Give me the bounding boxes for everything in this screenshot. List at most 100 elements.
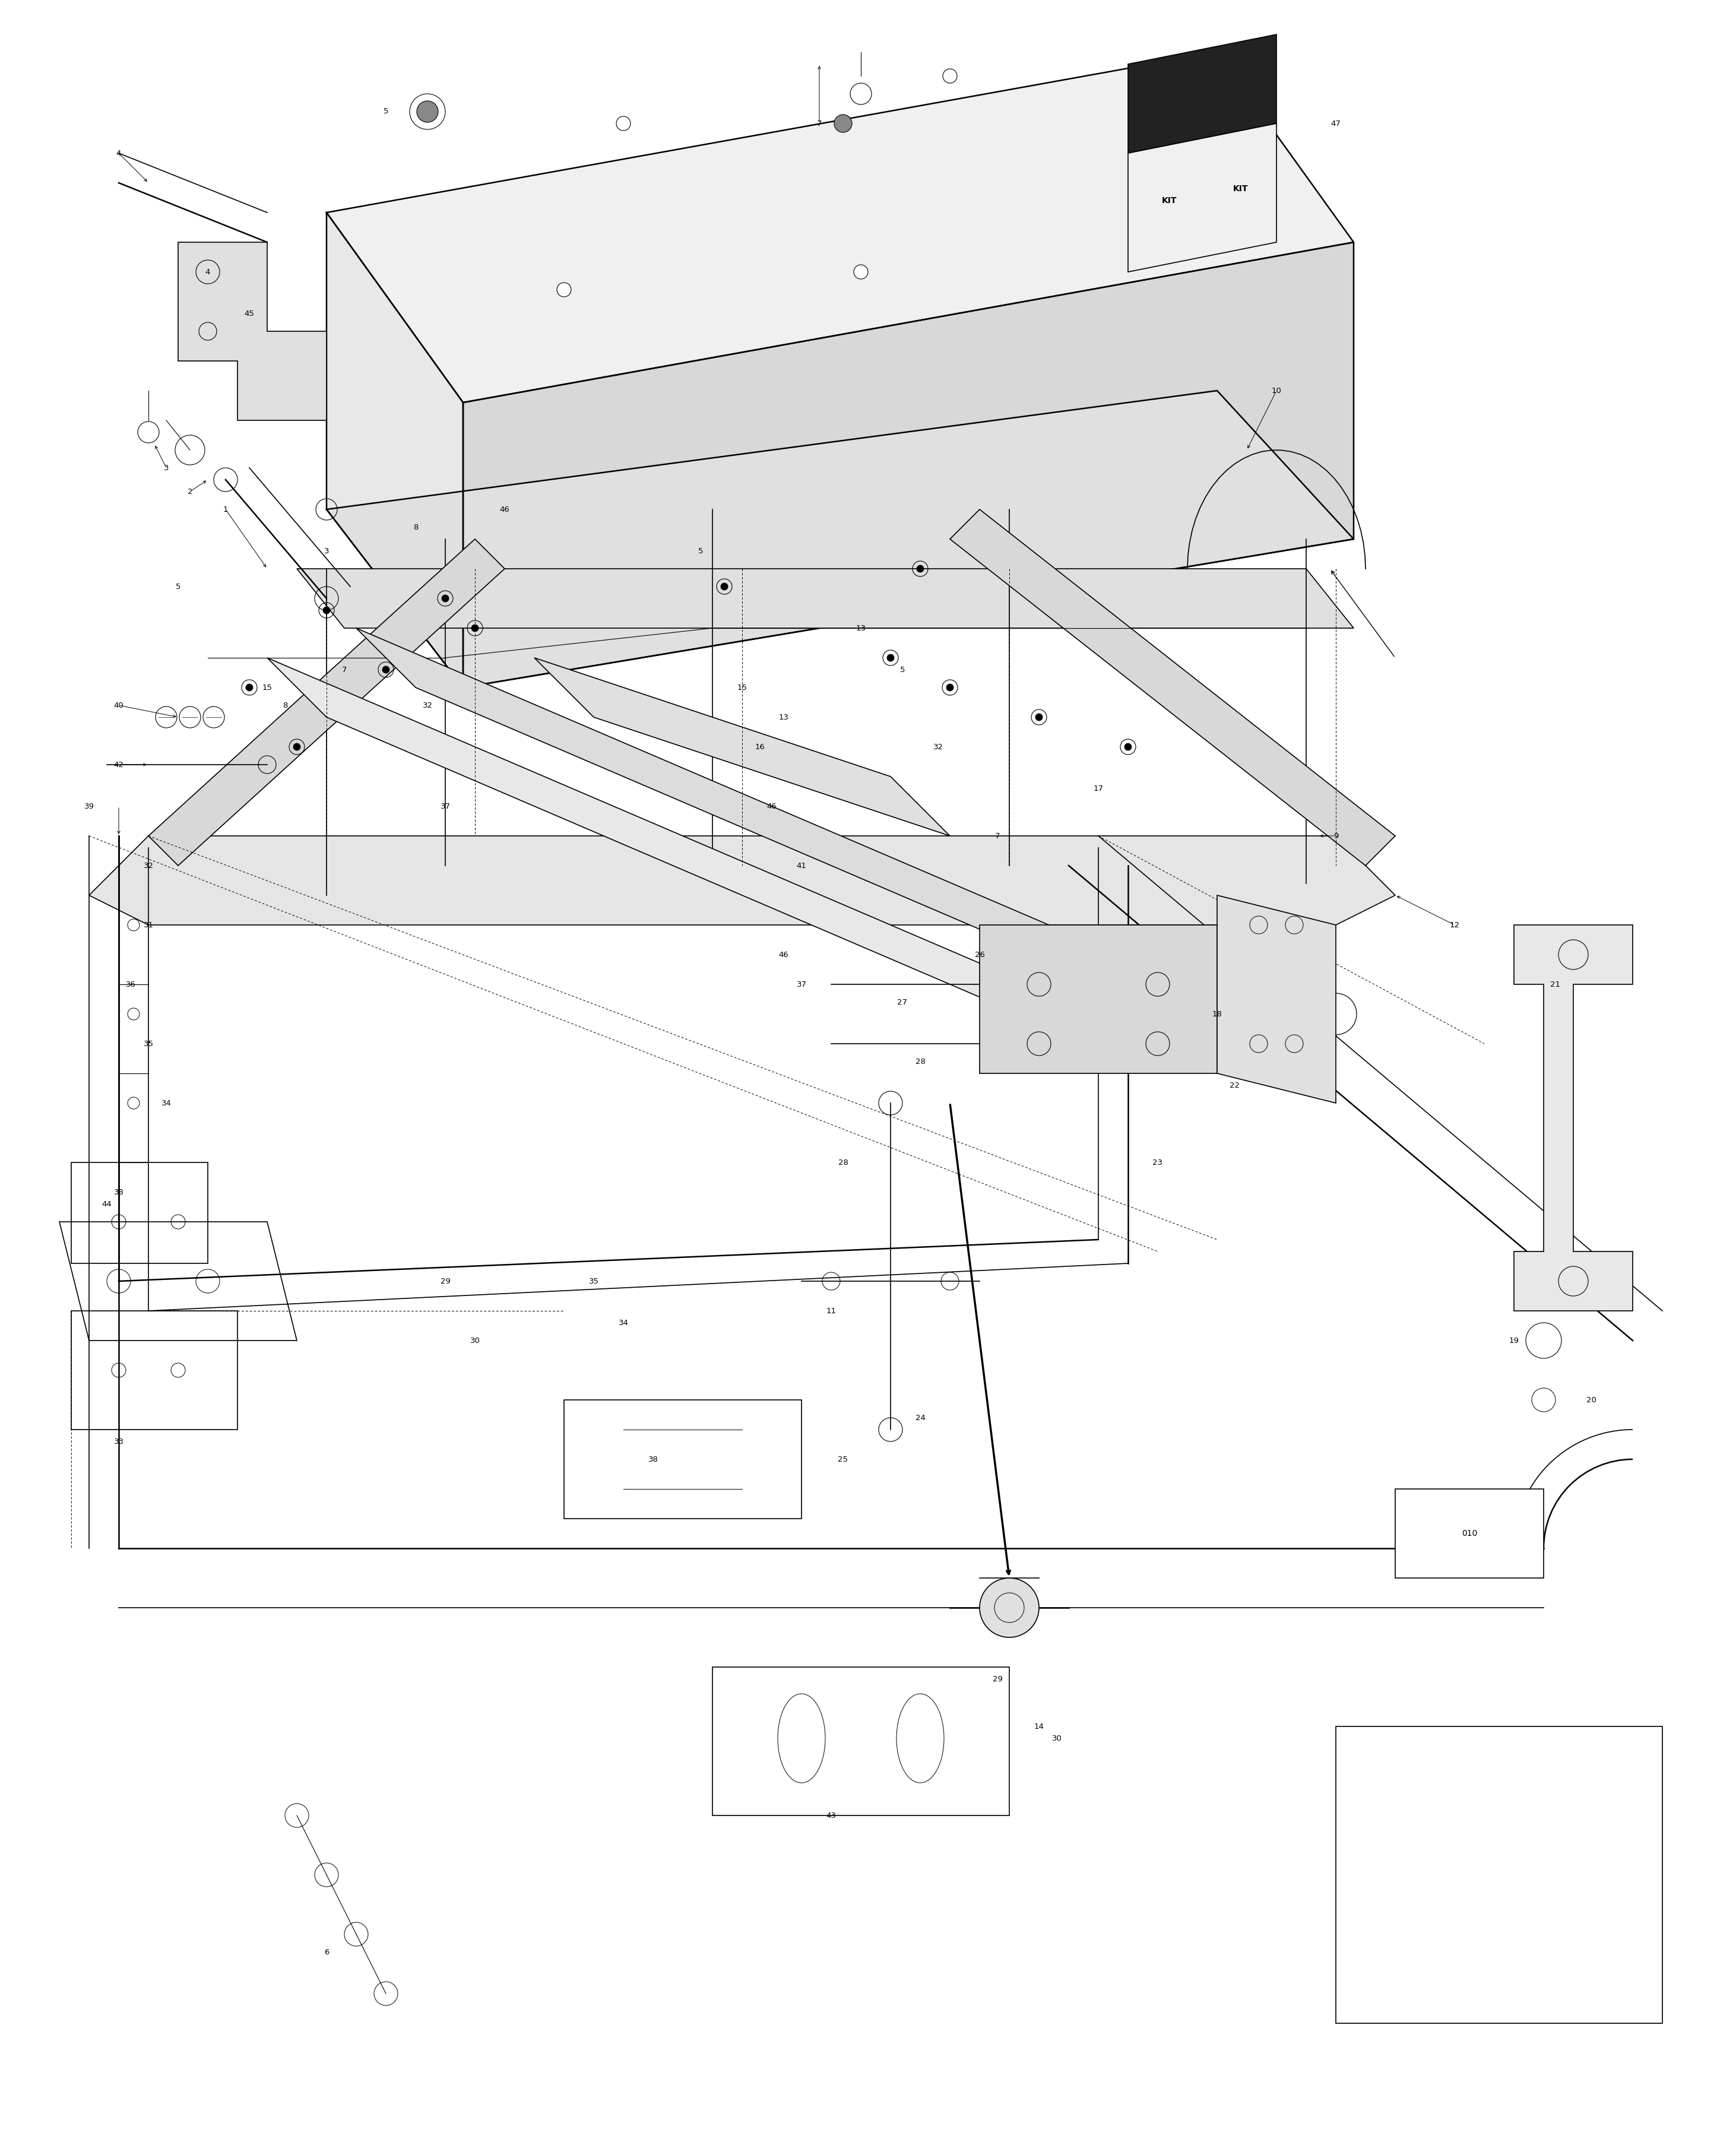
Text: 7: 7 <box>995 831 1000 840</box>
Text: 10: 10 <box>1271 388 1281 394</box>
Text: 41: 41 <box>797 861 807 870</box>
Polygon shape <box>1128 124 1276 272</box>
Text: 32: 32 <box>422 700 432 709</box>
Text: 27: 27 <box>898 998 908 1007</box>
Text: 28: 28 <box>1538 1842 1549 1849</box>
Text: 36: 36 <box>125 981 135 987</box>
Text: 3: 3 <box>325 546 330 555</box>
Text: A: A <box>1512 1900 1517 1909</box>
Circle shape <box>854 266 868 278</box>
Text: 5: 5 <box>175 583 181 591</box>
Circle shape <box>557 283 571 298</box>
Text: 40: 40 <box>115 700 123 709</box>
Polygon shape <box>297 570 1354 628</box>
Text: 5: 5 <box>698 546 703 555</box>
Text: 5: 5 <box>899 666 904 673</box>
Circle shape <box>417 101 437 122</box>
Text: 31: 31 <box>144 921 153 930</box>
Circle shape <box>835 114 852 133</box>
Text: 4: 4 <box>116 150 122 156</box>
Circle shape <box>293 743 300 750</box>
Circle shape <box>382 666 389 673</box>
Circle shape <box>946 683 953 692</box>
Text: 5: 5 <box>384 107 389 116</box>
Polygon shape <box>464 242 1354 688</box>
Text: 44: 44 <box>102 1200 111 1208</box>
Polygon shape <box>179 242 326 420</box>
Bar <box>1335 1726 1663 2024</box>
Text: 21: 21 <box>1550 981 1561 987</box>
Polygon shape <box>148 540 505 865</box>
Text: 20: 20 <box>1587 1397 1595 1403</box>
Text: 47: 47 <box>1332 120 1340 126</box>
Polygon shape <box>1217 895 1335 1103</box>
Polygon shape <box>1128 34 1276 154</box>
Text: 30: 30 <box>1052 1735 1062 1741</box>
Circle shape <box>323 606 330 615</box>
Text: 15: 15 <box>262 683 273 692</box>
Text: 39: 39 <box>83 803 94 810</box>
Text: A: A <box>1465 1887 1474 1898</box>
Text: 29: 29 <box>993 1675 1002 1684</box>
Text: 34: 34 <box>161 1099 172 1107</box>
Text: 32: 32 <box>932 743 943 750</box>
Polygon shape <box>356 628 1246 1043</box>
Text: 7: 7 <box>818 120 821 126</box>
Text: 37: 37 <box>441 803 450 810</box>
Text: 12: 12 <box>1450 921 1460 930</box>
Text: 18: 18 <box>1212 1011 1222 1017</box>
Text: 37: 37 <box>797 981 807 987</box>
Bar <box>1396 1489 1543 1579</box>
Text: 38: 38 <box>648 1454 658 1463</box>
Text: 7: 7 <box>342 666 347 673</box>
Text: 23: 23 <box>1153 1159 1163 1165</box>
Text: KIT: KIT <box>1161 197 1177 206</box>
Circle shape <box>887 653 894 662</box>
Text: 13: 13 <box>856 623 866 632</box>
Text: 46: 46 <box>500 506 510 514</box>
Text: 30: 30 <box>470 1337 479 1345</box>
Text: 25: 25 <box>838 1454 849 1463</box>
Text: 9: 9 <box>1333 831 1338 840</box>
Circle shape <box>1035 713 1043 720</box>
Text: 32: 32 <box>144 861 153 870</box>
Circle shape <box>720 583 727 589</box>
Text: 6: 6 <box>325 1949 330 1956</box>
Text: 34: 34 <box>618 1319 628 1326</box>
Text: 19: 19 <box>1509 1337 1519 1345</box>
Text: 4: 4 <box>205 268 210 276</box>
Text: 28: 28 <box>915 1058 925 1065</box>
Polygon shape <box>326 390 1354 688</box>
Text: 11: 11 <box>826 1307 837 1315</box>
Circle shape <box>979 1579 1038 1636</box>
Circle shape <box>472 625 479 632</box>
Text: 1: 1 <box>224 506 227 514</box>
Text: 010: 010 <box>1462 1529 1477 1538</box>
Polygon shape <box>267 658 1158 1073</box>
Polygon shape <box>89 835 1396 925</box>
Text: 2: 2 <box>187 488 193 495</box>
Text: 46: 46 <box>779 951 788 957</box>
Text: 35: 35 <box>144 1039 153 1047</box>
Text: 010: 010 <box>1465 1514 1479 1523</box>
Text: 8: 8 <box>413 523 418 531</box>
Circle shape <box>616 116 630 131</box>
Polygon shape <box>950 510 1396 865</box>
Circle shape <box>943 69 957 84</box>
Text: 22: 22 <box>1229 1082 1240 1088</box>
Polygon shape <box>326 212 464 688</box>
Text: 38: 38 <box>115 1189 123 1195</box>
Text: 43: 43 <box>826 1812 837 1819</box>
Text: 33: 33 <box>113 1437 123 1446</box>
Polygon shape <box>326 51 1354 403</box>
Polygon shape <box>1514 925 1632 1311</box>
Text: 3: 3 <box>163 465 168 471</box>
Text: 16: 16 <box>755 743 766 750</box>
Text: 26: 26 <box>974 951 984 957</box>
Text: 13: 13 <box>779 713 788 722</box>
Text: 15: 15 <box>738 683 746 692</box>
Text: 29: 29 <box>441 1277 450 1285</box>
Text: 42: 42 <box>115 760 123 769</box>
Circle shape <box>1125 743 1132 750</box>
Circle shape <box>247 683 253 692</box>
